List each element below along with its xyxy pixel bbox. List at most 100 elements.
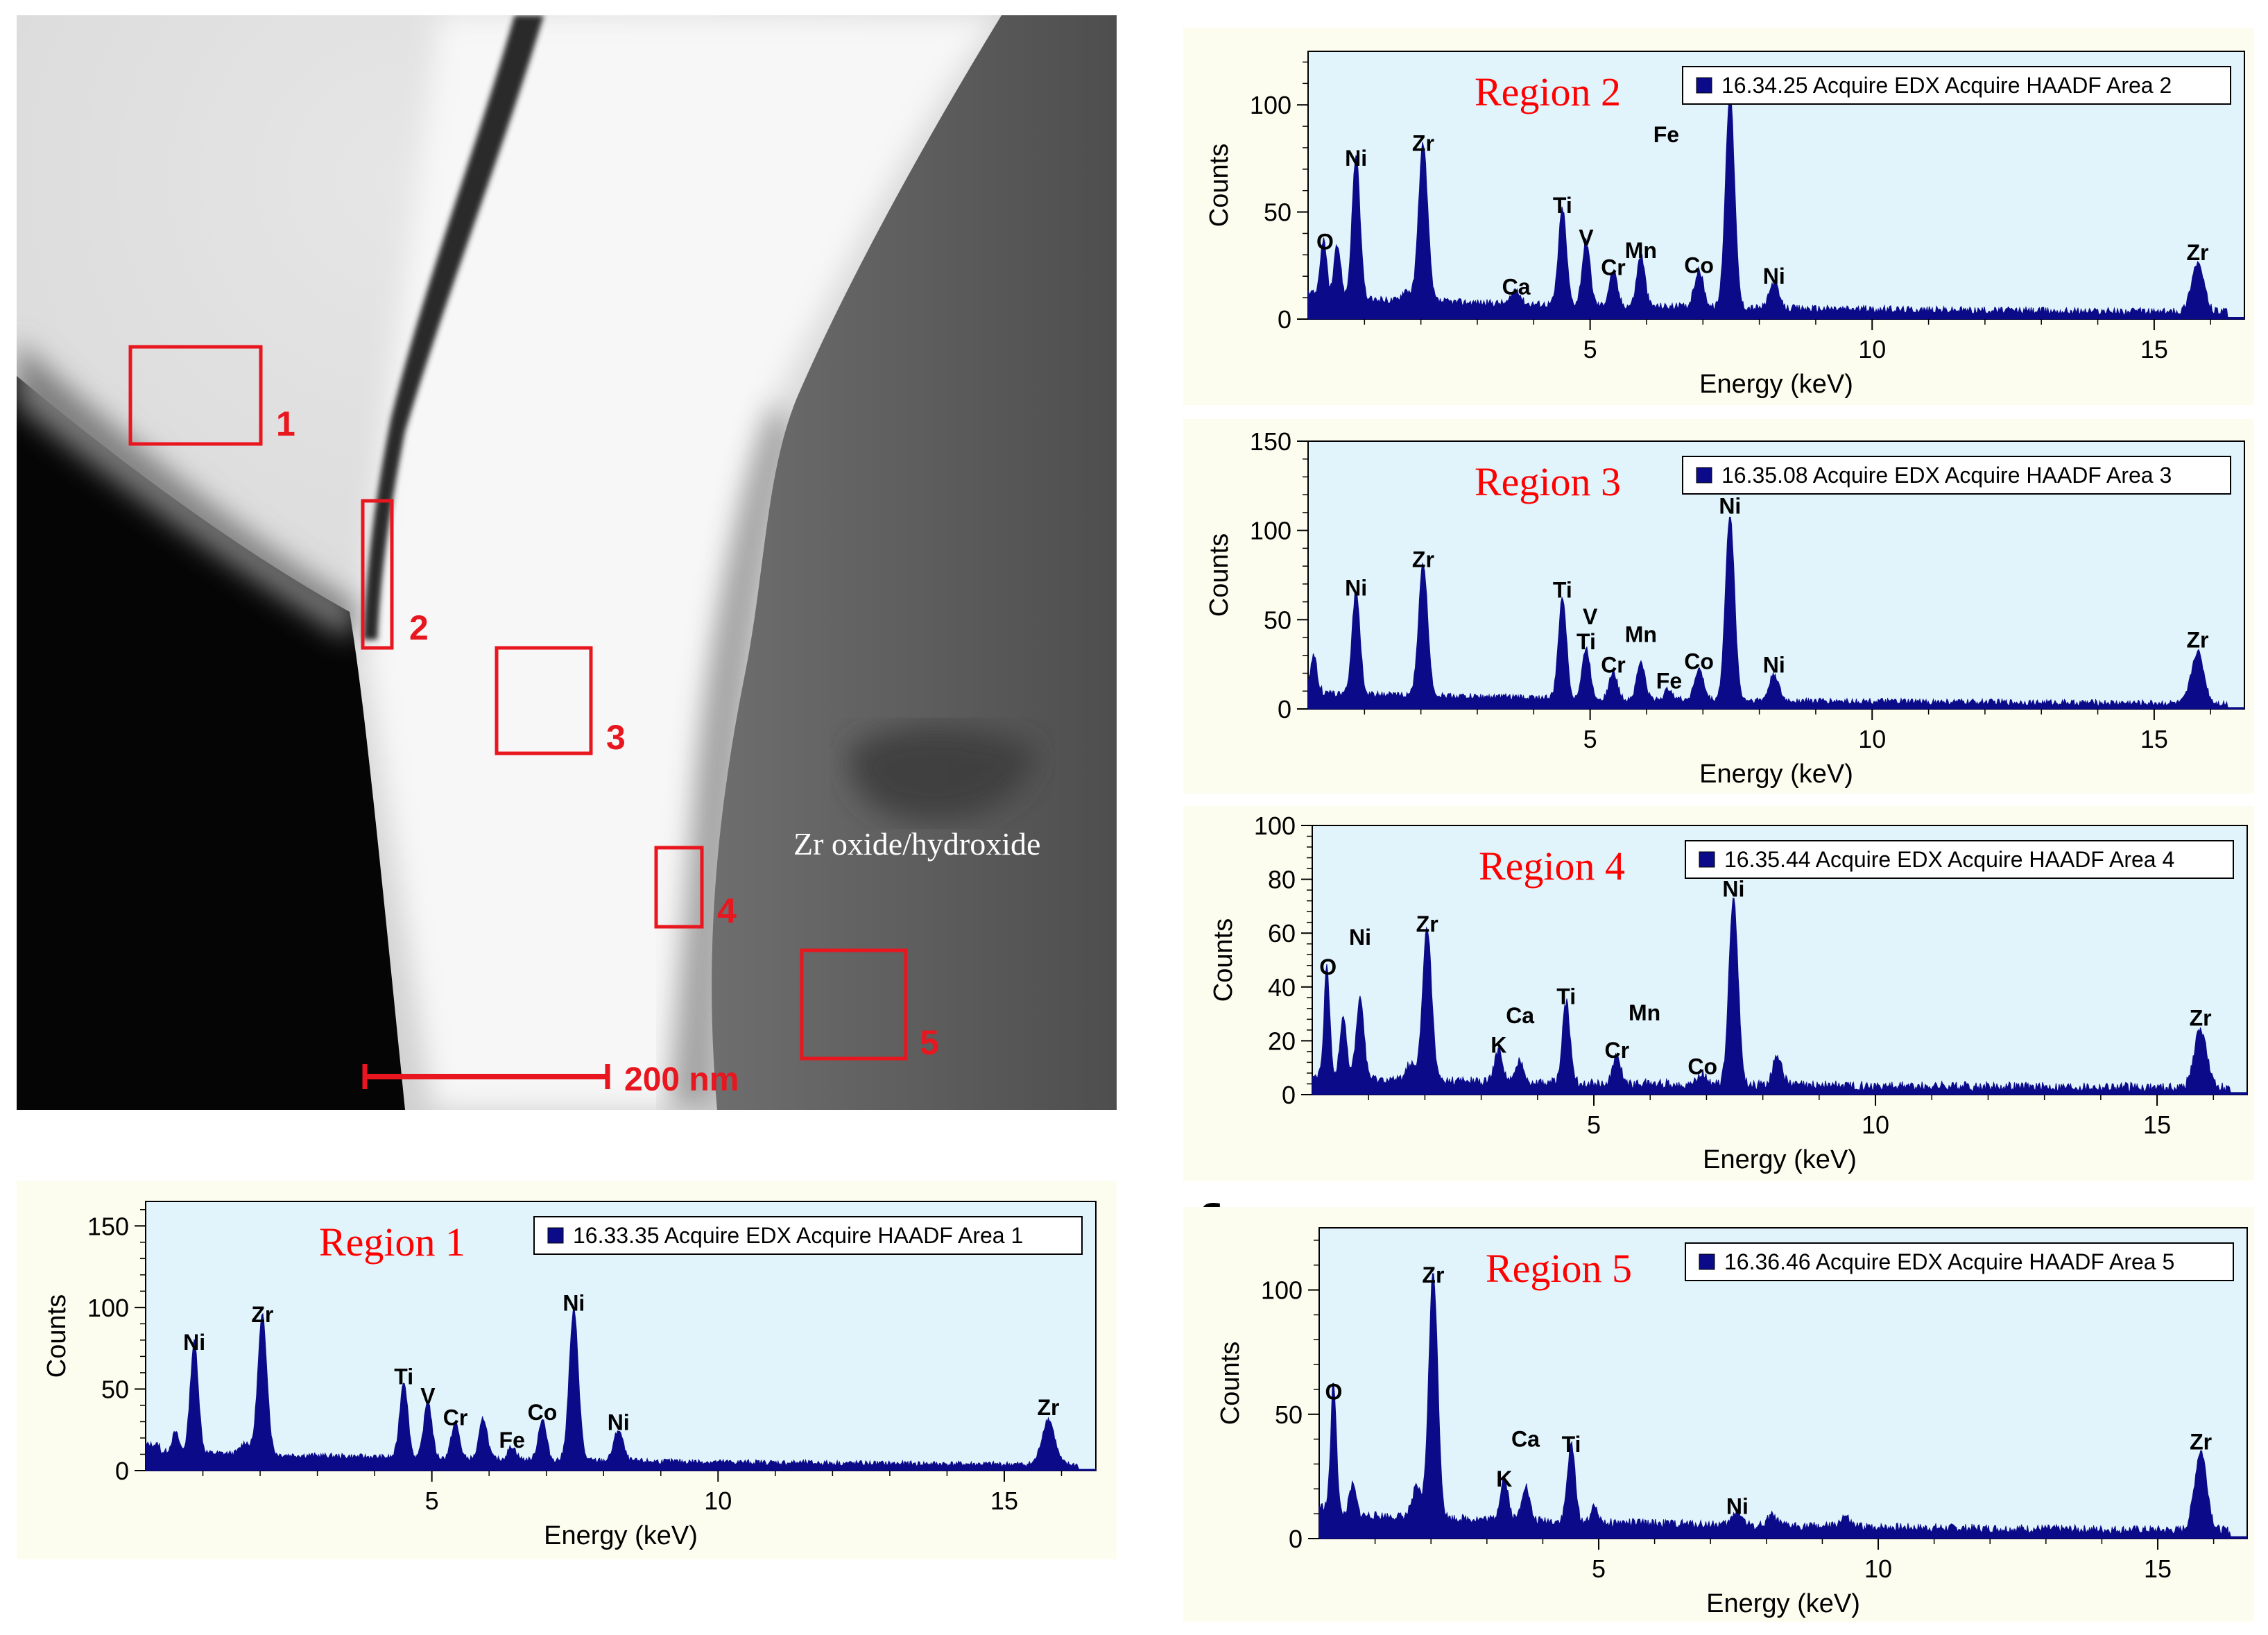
y-tick-label: 100	[1254, 812, 1296, 840]
x-tick-label: 10	[1862, 1111, 1889, 1139]
peak-label: Zr	[1412, 547, 1434, 572]
y-tick-label: 80	[1268, 866, 1296, 894]
legend-swatch	[1699, 851, 1715, 868]
region-label-1: 1	[276, 404, 295, 443]
x-tick-label: 5	[1587, 1111, 1601, 1139]
edx-spectrum-region-4: 5 10 15 0 20 40 60 80 100 Energy (keV) Counts O Ni Zr…	[1183, 806, 2254, 1181]
x-tick-label: 15	[990, 1487, 1018, 1515]
spectrum-area	[1312, 898, 2248, 1095]
legend: 16.35.08 Acquire EDX Acquire HAADF Area …	[1682, 456, 2231, 495]
region-box-2	[361, 499, 394, 650]
peak-label: O	[1319, 955, 1337, 979]
region-label-3: 3	[606, 718, 626, 757]
peak-label: Co	[1684, 649, 1714, 674]
peak-label: Zr	[2187, 240, 2209, 265]
x-axis-label: Energy (keV)	[1699, 370, 1853, 399]
x-axis-label: Energy (keV)	[1706, 1589, 1860, 1618]
chart-title: Region 1	[319, 1219, 465, 1265]
legend-label: 16.36.46 Acquire EDX Acquire HAADF Area …	[1724, 1249, 2174, 1274]
y-axis-label: Counts	[42, 1294, 71, 1378]
region-box-5	[800, 948, 908, 1061]
scale-bar-label: 200 nm	[624, 1061, 739, 1098]
peak-label: Zr	[2190, 1429, 2212, 1454]
y-axis-label: Counts	[1205, 144, 1234, 227]
peak-label: Co	[1687, 1054, 1717, 1079]
peak-label: Mn	[1629, 1000, 1660, 1025]
x-tick-label: 5	[1592, 1555, 1606, 1583]
peak-label: Co	[528, 1400, 558, 1425]
peak-label: Cr	[1601, 652, 1626, 677]
peak-label: O	[1325, 1380, 1343, 1405]
peak-label: K	[1490, 1032, 1506, 1057]
region-box-3	[495, 646, 593, 755]
spectrum-area	[1307, 97, 2245, 320]
peak-label: Fe	[499, 1428, 525, 1453]
x-tick-label: 10	[1864, 1555, 1892, 1583]
y-tick-label: 60	[1268, 919, 1296, 948]
x-tick-label: 15	[2140, 725, 2168, 753]
y-tick-label: 100	[1250, 91, 1291, 119]
legend-box	[1685, 840, 2234, 879]
peak-label: Ca	[1506, 1003, 1534, 1028]
legend-swatch	[1699, 1253, 1715, 1270]
spectrum-area	[1318, 1273, 2248, 1539]
peak-label: Cr	[1601, 255, 1626, 280]
peak-label: Ti	[1553, 577, 1572, 602]
peak-label: Ni	[608, 1410, 630, 1435]
legend-box	[1682, 456, 2231, 495]
y-axis-label: Counts	[1216, 1342, 1245, 1425]
tem-micrograph: 1 2 3 4 5 Zr oxide/hydroxide 200 nm	[17, 15, 1117, 1110]
peak-label: Ni	[1763, 652, 1785, 677]
y-axis-label: Counts	[1209, 918, 1238, 1002]
peak-label: V	[1579, 225, 1594, 250]
legend-swatch	[1696, 467, 1712, 483]
peak-label: Ti	[1556, 984, 1576, 1009]
legend-label: 16.35.44 Acquire EDX Acquire HAADF Area …	[1724, 847, 2174, 872]
y-tick-label: 150	[87, 1212, 129, 1240]
peak-label: Ni	[1345, 146, 1367, 171]
y-axis-label: Counts	[1205, 533, 1234, 617]
edx-spectrum-region-3: 5 10 15 0 50 100 150 Energy (keV) Counts Ni Zr Ti V T…	[1183, 419, 2254, 794]
peak-label: Ca	[1502, 274, 1531, 299]
peak-label: V	[1583, 604, 1598, 629]
peak-label: Ni	[1763, 264, 1785, 289]
peak-label: Zr	[2190, 1006, 2212, 1031]
y-tick-label: 40	[1268, 973, 1296, 1002]
y-tick-label: 0	[1282, 1081, 1296, 1109]
zr-oxide-annotation: Zr oxide/hydroxide	[793, 826, 1040, 862]
legend-swatch	[547, 1227, 564, 1244]
y-tick-label: 50	[1275, 1401, 1303, 1429]
legend-box	[533, 1216, 1083, 1255]
legend: 16.36.46 Acquire EDX Acquire HAADF Area …	[1685, 1242, 2234, 1281]
peak-label: Ni	[1349, 925, 1371, 950]
peak-label: Ti	[1553, 193, 1572, 218]
y-tick-label: 50	[1264, 606, 1291, 634]
chart-title: Region 3	[1475, 459, 1621, 504]
x-tick-label: 5	[1583, 725, 1597, 753]
y-tick-label: 50	[1264, 198, 1291, 227]
peak-label: Ni	[1719, 493, 1741, 518]
y-tick-label: 20	[1268, 1027, 1296, 1055]
peak-label: Co	[1684, 253, 1714, 278]
peak-label: Ti	[394, 1364, 413, 1389]
peak-label: Fe	[1653, 122, 1679, 147]
chart-svg: 5 10 15 0 50 100 Energy (keV) Counts O Zr K Ca Ti Ni Z…	[1183, 1207, 2254, 1622]
peak-label: Ni	[1722, 876, 1744, 901]
legend: 16.33.35 Acquire EDX Acquire HAADF Area …	[533, 1216, 1083, 1255]
y-tick-label: 100	[1250, 517, 1291, 545]
legend: 16.35.44 Acquire EDX Acquire HAADF Area …	[1685, 840, 2234, 879]
chart-title: Region 2	[1475, 69, 1621, 114]
peak-label: Zr	[1416, 911, 1438, 936]
region-box-1	[128, 345, 263, 446]
peak-label: Zr	[1412, 130, 1434, 155]
peak-label: Fe	[1656, 669, 1682, 694]
legend-label: 16.34.25 Acquire EDX Acquire HAADF Area …	[1721, 73, 2172, 98]
x-tick-label: 5	[425, 1487, 439, 1515]
peak-label: Ni	[1345, 576, 1367, 601]
y-tick-label: 0	[1278, 695, 1291, 724]
x-tick-label: 15	[2144, 1555, 2172, 1583]
spectrum-area	[145, 1308, 1097, 1471]
